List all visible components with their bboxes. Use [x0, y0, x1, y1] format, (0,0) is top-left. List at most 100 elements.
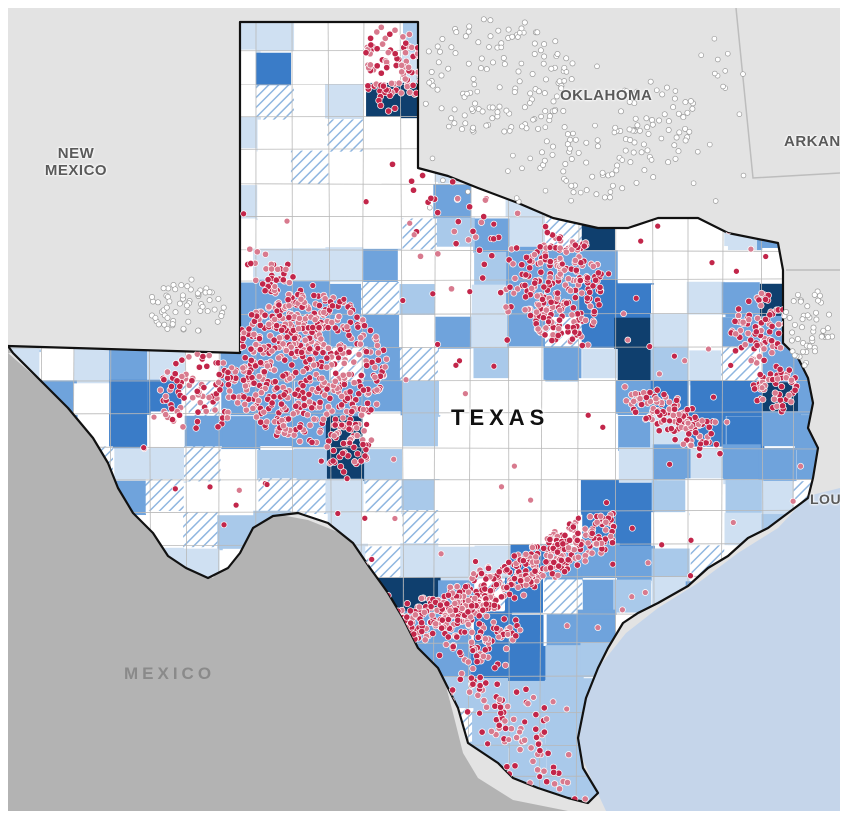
well-marker — [357, 457, 365, 465]
well-marker — [366, 61, 374, 69]
well-marker — [403, 613, 411, 621]
well-marker — [542, 124, 549, 130]
well-marker — [497, 593, 506, 601]
well-marker — [812, 348, 818, 355]
well-marker — [491, 664, 499, 672]
well-marker — [180, 325, 187, 332]
well-marker — [306, 374, 314, 382]
map-canvas — [8, 8, 840, 811]
well-marker — [527, 744, 535, 752]
well-marker — [483, 612, 491, 620]
well-marker — [636, 127, 643, 134]
well-marker — [564, 544, 573, 552]
well-marker — [479, 606, 487, 614]
well-marker — [566, 287, 575, 295]
well-marker — [478, 65, 484, 72]
well-marker — [545, 318, 552, 326]
well-marker — [384, 48, 392, 57]
well-marker — [563, 55, 570, 62]
well-marker — [695, 452, 703, 459]
well-marker — [305, 390, 313, 398]
well-marker — [406, 219, 414, 227]
well-marker — [454, 218, 462, 226]
well-marker — [504, 702, 512, 711]
well-marker — [357, 371, 365, 380]
well-marker — [309, 323, 317, 332]
county-cell — [580, 479, 619, 515]
county-cell — [541, 412, 580, 448]
well-marker — [464, 708, 472, 716]
well-marker — [786, 314, 793, 321]
well-marker — [402, 376, 410, 384]
well-marker — [658, 541, 666, 549]
well-marker — [252, 413, 261, 421]
county-cell — [327, 119, 366, 155]
well-marker — [513, 195, 520, 201]
well-marker — [484, 740, 491, 748]
well-marker — [654, 87, 660, 93]
well-marker — [428, 611, 436, 619]
well-marker — [653, 386, 661, 394]
well-marker — [631, 139, 638, 146]
well-marker — [540, 544, 548, 552]
well-marker — [469, 680, 477, 688]
well-marker — [574, 553, 582, 561]
well-marker — [676, 129, 683, 136]
well-marker — [602, 518, 610, 526]
county-cell — [328, 151, 367, 187]
well-marker — [546, 244, 554, 251]
well-marker — [377, 69, 385, 77]
well-marker — [199, 303, 206, 310]
well-marker — [440, 177, 446, 184]
well-marker — [568, 197, 574, 204]
well-marker — [522, 293, 530, 301]
well-marker — [215, 295, 222, 302]
well-marker — [464, 608, 472, 616]
well-marker — [682, 125, 689, 132]
well-marker — [563, 622, 571, 630]
well-marker — [317, 457, 325, 465]
well-marker — [282, 265, 290, 273]
well-marker — [698, 52, 704, 58]
well-marker — [454, 195, 462, 203]
well-marker — [744, 329, 752, 337]
well-marker — [473, 658, 481, 666]
well-marker — [556, 254, 564, 262]
well-marker — [712, 440, 720, 449]
well-marker — [711, 418, 719, 426]
well-marker — [495, 633, 503, 641]
well-marker — [675, 110, 682, 117]
well-marker — [464, 620, 472, 628]
well-marker — [497, 289, 505, 297]
well-marker — [273, 307, 281, 315]
well-marker — [328, 302, 337, 310]
well-marker — [642, 393, 650, 402]
well-marker — [513, 244, 521, 252]
well-marker — [487, 17, 494, 24]
map-viewport[interactable]: NEW MEXICO OKLAHOMA ARKAN LOU MEXICO TEX… — [8, 8, 840, 811]
well-marker — [437, 48, 443, 55]
well-marker — [405, 63, 413, 71]
well-marker — [549, 151, 556, 158]
county-cell — [507, 646, 546, 682]
well-marker — [346, 439, 354, 447]
well-marker — [633, 88, 640, 95]
well-marker — [690, 180, 697, 186]
well-marker — [702, 439, 710, 447]
well-marker — [418, 619, 426, 627]
well-marker — [439, 36, 446, 42]
well-marker — [735, 305, 743, 313]
well-marker — [464, 236, 473, 244]
well-marker — [791, 321, 798, 328]
well-marker — [381, 363, 389, 371]
well-marker — [240, 393, 248, 401]
well-marker — [446, 123, 452, 130]
well-marker — [250, 330, 258, 338]
well-marker — [501, 661, 510, 669]
well-marker — [541, 252, 550, 260]
well-marker — [279, 372, 287, 380]
well-marker — [548, 65, 555, 72]
well-marker — [329, 447, 338, 455]
well-marker — [444, 591, 452, 599]
well-marker — [462, 33, 469, 40]
